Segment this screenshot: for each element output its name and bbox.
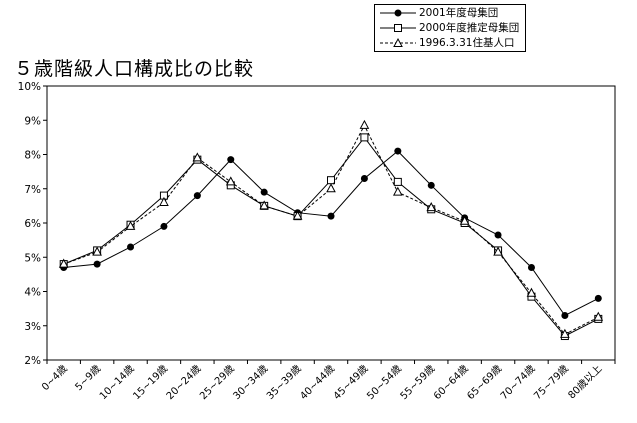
- data-point-square: [327, 176, 335, 185]
- data-point-triangle: [526, 287, 537, 297]
- x-tick-label: 50~54歳: [364, 363, 403, 402]
- y-tick-label: 6%: [24, 218, 41, 230]
- legend-entry-2000: 2000年度推定母集団: [375, 21, 525, 35]
- x-tick-label: 45~49歳: [331, 363, 370, 402]
- data-point-circle: [193, 192, 201, 200]
- data-point-triangle: [359, 119, 370, 129]
- legend: 2001年度母集団 2000年度推定母集団 1996.3.31住基人口: [374, 4, 526, 52]
- x-tick-label: 35~39歳: [264, 363, 303, 402]
- x-tick-label: 25~29歳: [197, 363, 236, 402]
- x-tick-label: 65~69歳: [465, 363, 504, 402]
- data-point-circle: [127, 243, 135, 251]
- chart-title: ５歳階級人口構成比の比較: [14, 58, 255, 80]
- data-point-circle: [561, 311, 569, 319]
- legend-marker-open-triangle: [380, 37, 416, 47]
- data-point-triangle: [125, 220, 136, 230]
- x-tick-label: 55~59歳: [398, 363, 437, 402]
- data-point-circle: [260, 188, 268, 196]
- data-point-triangle: [159, 196, 169, 206]
- data-point-triangle: [292, 210, 303, 220]
- x-tick-label: 75~79歳: [532, 363, 571, 402]
- legend-label-2000: 2000年度推定母集団: [419, 22, 520, 34]
- data-point-triangle: [459, 215, 470, 225]
- data-point-triangle: [192, 152, 203, 162]
- legend-entry-1996: 1996.3.31住基人口: [375, 36, 525, 50]
- data-point-circle: [427, 181, 435, 189]
- data-point-triangle: [560, 328, 570, 338]
- y-tick-label: 3%: [24, 321, 41, 333]
- data-point-triangle: [225, 176, 236, 186]
- x-tick-label: 0~4歳: [39, 363, 69, 393]
- x-tick-label: 30~34歳: [231, 363, 270, 402]
- data-point-circle: [227, 156, 235, 164]
- x-tick-label: 80歳以上: [566, 363, 605, 402]
- y-tick-label: 5%: [24, 252, 41, 264]
- x-tick-label: 20~24歳: [164, 363, 203, 402]
- data-point-triangle: [92, 246, 102, 256]
- y-tick-label: 9%: [24, 115, 41, 127]
- data-point-square: [393, 177, 402, 186]
- x-tick-label: 60~64歳: [431, 363, 470, 402]
- data-point-circle: [527, 264, 535, 272]
- legend-marker-filled-circle: [380, 9, 416, 17]
- y-tick-label: 4%: [24, 287, 41, 299]
- x-tick-label: 10~14歳: [97, 363, 136, 402]
- data-point-circle: [327, 212, 335, 220]
- data-point-circle: [160, 222, 168, 230]
- x-tick-label: 70~74歳: [498, 363, 537, 402]
- x-tick-label: 40~44歳: [298, 363, 337, 402]
- data-point-circle: [594, 294, 602, 302]
- series-line-2: [63, 124, 599, 335]
- data-point-square: [360, 133, 369, 142]
- legend-label-1996: 1996.3.31住基人口: [419, 37, 515, 49]
- data-point-circle: [360, 174, 368, 182]
- series-line-1: [63, 136, 599, 337]
- data-point-triangle: [593, 311, 604, 321]
- data-point-circle: [93, 260, 101, 268]
- y-tick-label: 7%: [24, 184, 41, 196]
- data-point-triangle: [493, 246, 503, 256]
- y-tick-label: 8%: [24, 150, 41, 162]
- data-point-triangle: [392, 186, 403, 196]
- data-point-circle: [394, 147, 402, 155]
- y-tick-label: 2%: [24, 355, 41, 367]
- data-point-triangle: [58, 258, 69, 268]
- x-tick-label: 15~19歳: [131, 363, 170, 402]
- data-point-circle: [494, 231, 502, 239]
- legend-marker-open-square: [380, 24, 416, 32]
- legend-entry-2001: 2001年度母集団: [375, 6, 525, 20]
- data-point-triangle: [259, 200, 270, 210]
- series-line-0: [63, 150, 599, 317]
- y-tick-label: 10%: [18, 81, 41, 93]
- data-point-triangle: [426, 202, 437, 212]
- x-tick-label: 5~9歳: [73, 363, 103, 393]
- legend-label-2001: 2001年度母集団: [419, 7, 499, 19]
- data-point-triangle: [326, 183, 336, 193]
